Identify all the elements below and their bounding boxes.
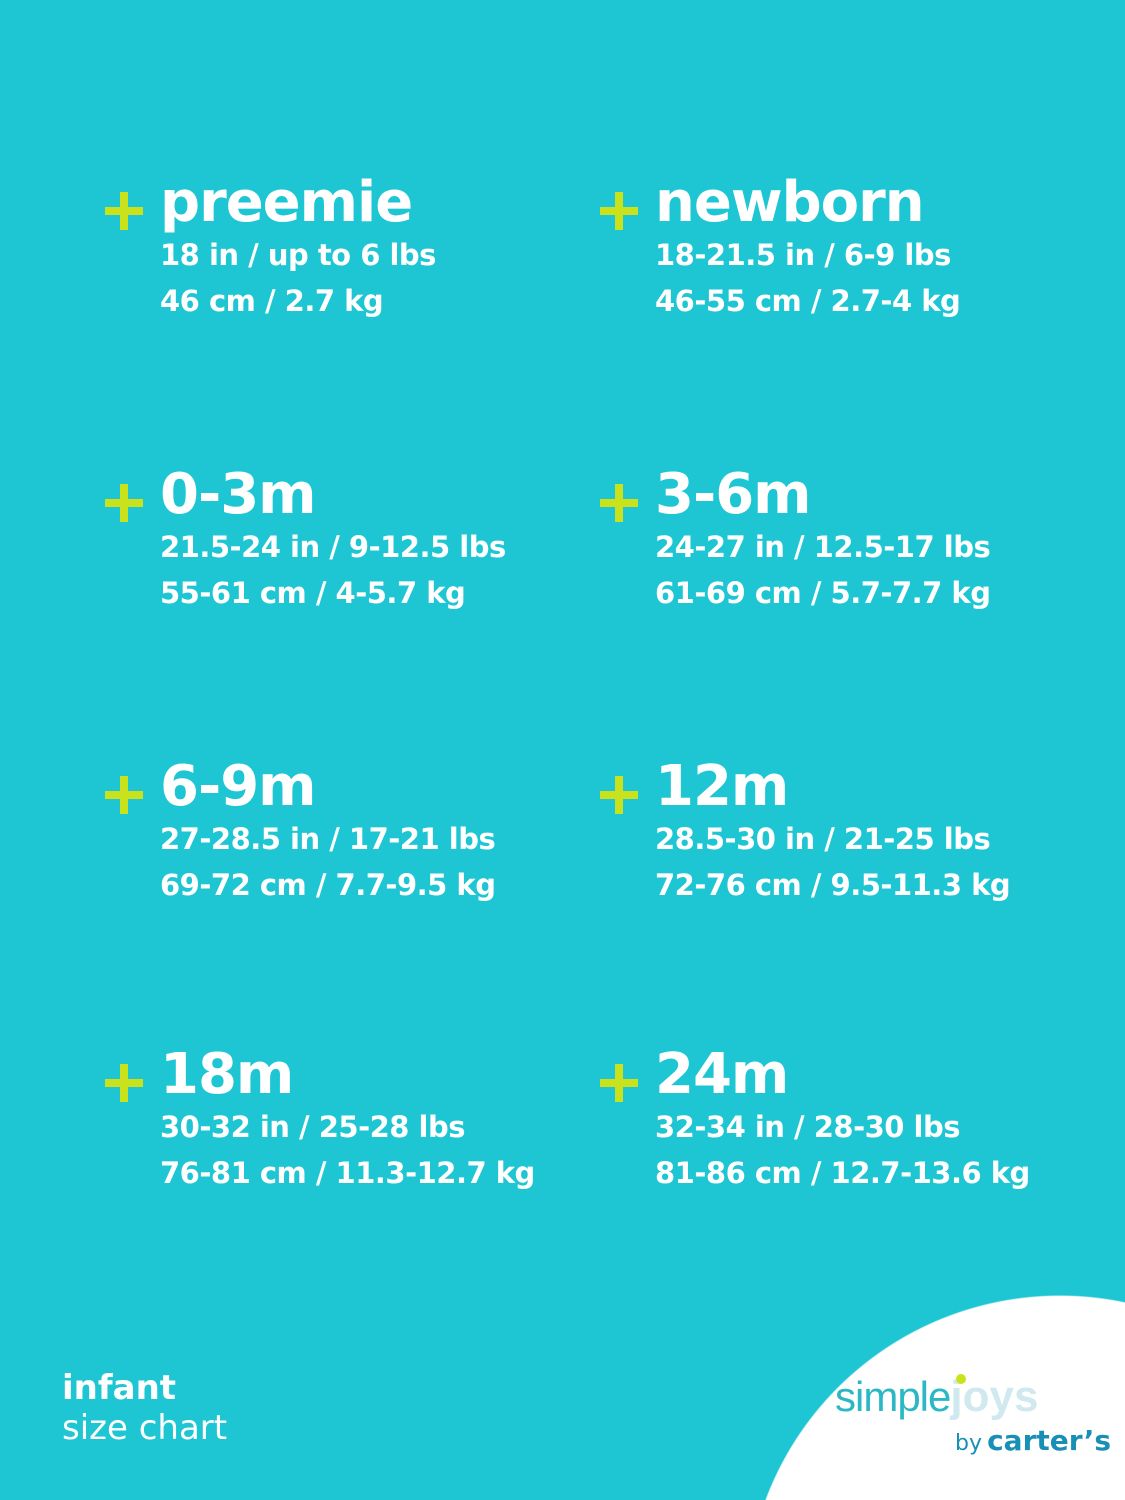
size-metric: 46 cm / 2.7 kg [160, 284, 384, 318]
size-name: 18m [160, 1042, 294, 1107]
plus-icon [105, 192, 143, 230]
size-name: 3-6m [655, 462, 812, 527]
size-imperial: 21.5-24 in / 9-12.5 lbs [160, 530, 506, 564]
size-imperial: 30-32 in / 25-28 lbs [160, 1110, 466, 1144]
plus-icon [600, 776, 638, 814]
plus-icon [600, 192, 638, 230]
chart-label: infant size chart [62, 1368, 227, 1448]
size-imperial: 27-28.5 in / 17-21 lbs [160, 822, 496, 856]
size-entry: 12m 28.5-30 in / 21-25 lbs 72-76 cm / 9.… [600, 754, 1080, 912]
logo-simple: simple [835, 1373, 951, 1420]
plus-icon [105, 484, 143, 522]
logo-circle [745, 1295, 1125, 1500]
plus-icon [105, 776, 143, 814]
logo-byline: by carter’s [955, 1424, 1111, 1457]
plus-icon [600, 484, 638, 522]
logo-by: by [955, 1431, 982, 1456]
size-metric: 61-69 cm / 5.7-7.7 kg [655, 576, 991, 610]
size-imperial: 32-34 in / 28-30 lbs [655, 1110, 961, 1144]
brand-logo: simple joys by carter’s [835, 1372, 1115, 1482]
size-entry: 3-6m 24-27 in / 12.5-17 lbs 61-69 cm / 5… [600, 462, 1080, 620]
size-metric: 46-55 cm / 2.7-4 kg [655, 284, 961, 318]
size-metric: 81-86 cm / 12.7-13.6 kg [655, 1156, 1030, 1190]
size-entry: newborn 18-21.5 in / 6-9 lbs 46-55 cm / … [600, 170, 1080, 328]
logo-dot [956, 1374, 967, 1384]
size-name: 0-3m [160, 462, 317, 527]
size-metric: 72-76 cm / 9.5-11.3 kg [655, 868, 1011, 902]
logo-joys: joys [950, 1372, 1038, 1421]
size-name: preemie [160, 170, 413, 235]
size-entry: preemie 18 in / up to 6 lbs 46 cm / 2.7 … [105, 170, 585, 328]
size-entry: 0-3m 21.5-24 in / 9-12.5 lbs 55-61 cm / … [105, 462, 585, 620]
size-imperial: 18 in / up to 6 lbs [160, 238, 436, 272]
size-imperial: 24-27 in / 12.5-17 lbs [655, 530, 991, 564]
size-entry: 18m 30-32 in / 25-28 lbs 76-81 cm / 11.3… [105, 1042, 585, 1200]
chart-label-category: infant [62, 1368, 177, 1408]
logo-brand: carter’s [987, 1424, 1112, 1457]
size-name: 24m [655, 1042, 789, 1107]
size-name: newborn [655, 170, 925, 235]
size-metric: 76-81 cm / 11.3-12.7 kg [160, 1156, 535, 1190]
size-entry: 24m 32-34 in / 28-30 lbs 81-86 cm / 12.7… [600, 1042, 1080, 1200]
size-name: 6-9m [160, 754, 317, 819]
chart-label-title: size chart [62, 1408, 228, 1448]
size-name: 12m [655, 754, 789, 819]
size-entry: 6-9m 27-28.5 in / 17-21 lbs 69-72 cm / 7… [105, 754, 585, 912]
size-metric: 69-72 cm / 7.7-9.5 kg [160, 868, 496, 902]
plus-icon [600, 1064, 638, 1102]
size-imperial: 18-21.5 in / 6-9 lbs [655, 238, 951, 272]
plus-icon [105, 1064, 143, 1102]
size-imperial: 28.5-30 in / 21-25 lbs [655, 822, 991, 856]
size-metric: 55-61 cm / 4-5.7 kg [160, 576, 466, 610]
